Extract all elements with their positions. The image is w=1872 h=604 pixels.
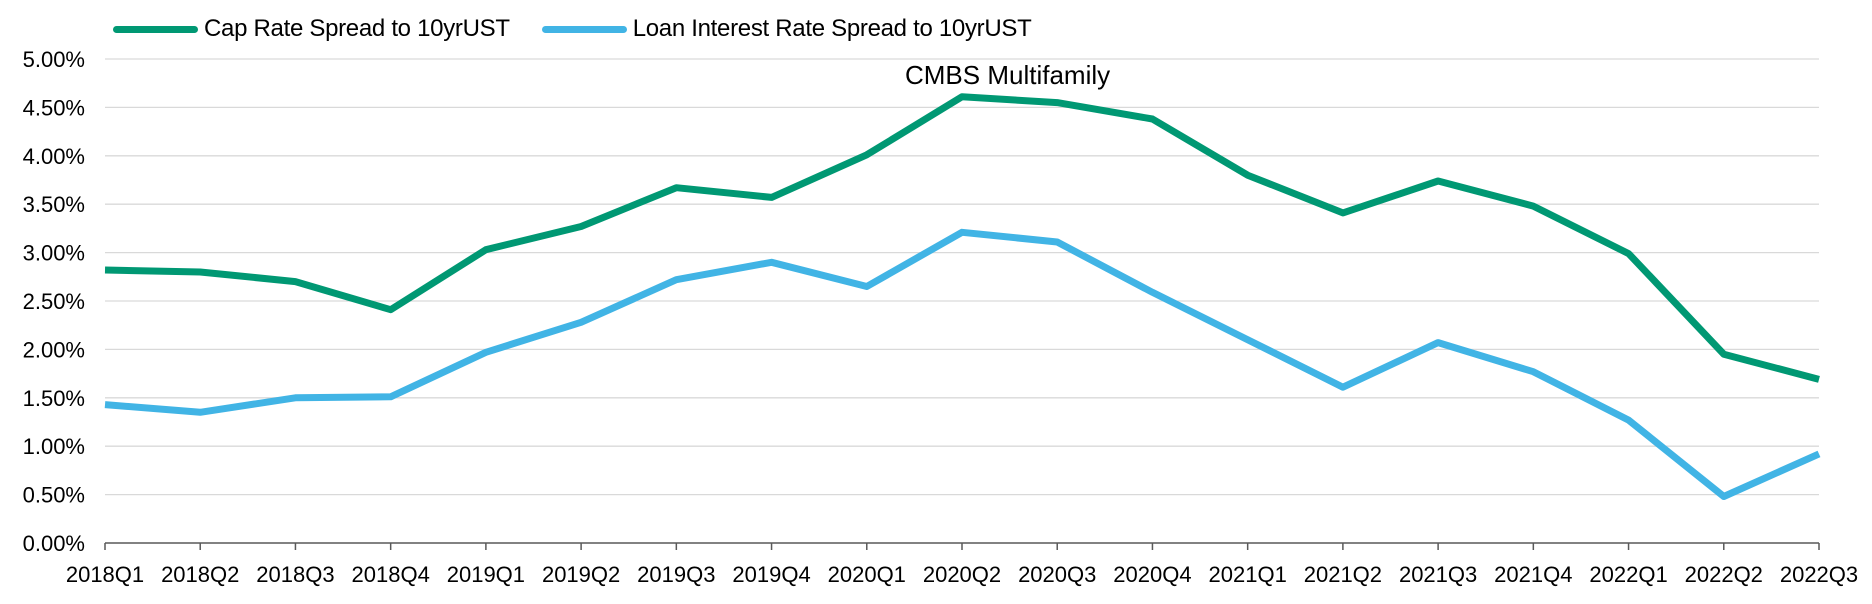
chart-legend: Cap Rate Spread to 10yrUST Loan Interest…: [113, 13, 1063, 45]
y-tick-label: 0.50%: [23, 483, 85, 508]
y-tick-label: 1.50%: [23, 386, 85, 411]
y-tick-label: 4.00%: [23, 144, 85, 169]
series-lines: [104, 93, 1821, 500]
x-tick-label: 2019Q1: [447, 562, 525, 587]
series-line-1: [104, 228, 1821, 500]
y-tick-label: 3.50%: [23, 192, 85, 217]
legend-swatch-loan-rate: [541, 25, 627, 33]
gridlines: [105, 58, 1819, 496]
y-axis: 0.00% 0.50% 1.00% 1.50% 2.00% 2.50% 3.00% 3.50%…: [23, 47, 85, 556]
y-tick-label: 2.50%: [23, 289, 85, 314]
legend-label-loan-rate: Loan Interest Rate Spread to 10yrUST: [632, 15, 1032, 42]
y-tick-label: 2.00%: [23, 337, 85, 362]
series-line-0: [104, 93, 1820, 383]
x-tick-label: 2021Q1: [1209, 562, 1287, 587]
x-tick-label: 2022Q1: [1589, 562, 1667, 587]
x-tick-label: 2020Q1: [828, 562, 906, 587]
y-tick-label: 0.00%: [23, 531, 85, 556]
legend-swatch-cap-rate: [113, 25, 198, 33]
x-tick-label: 2018Q4: [352, 562, 430, 587]
x-tick-label: 2022Q2: [1685, 562, 1763, 587]
x-tick-label: 2019Q3: [637, 562, 715, 587]
x-tick-label: 2021Q3: [1399, 562, 1477, 587]
x-tick-label: 2018Q1: [66, 562, 144, 587]
x-tick-label: 2018Q3: [256, 562, 334, 587]
x-tick-label: 2020Q2: [923, 562, 1001, 587]
x-axis: 2018Q1 2018Q2 2018Q3 2018Q4 2019Q1 2019Q2 2019…: [66, 542, 1858, 587]
x-tick-label: 2022Q3: [1780, 562, 1858, 587]
y-tick-label: 5.00%: [23, 47, 85, 72]
x-tick-label: 2019Q4: [732, 562, 810, 587]
legend-item-cap-rate: Cap Rate Spread to 10yrUST: [113, 15, 510, 43]
legend-item-loan-rate: Loan Interest Rate Spread to 10yrUST: [541, 15, 1032, 43]
y-tick-label: 3.00%: [23, 241, 85, 266]
x-tick-label: 2019Q2: [542, 562, 620, 587]
chart-title: CMBS Multifamily: [905, 60, 1111, 90]
y-tick-label: 1.00%: [23, 434, 85, 459]
legend-label-cap-rate: Cap Rate Spread to 10yrUST: [204, 15, 510, 42]
y-tick-label: 4.50%: [23, 95, 85, 120]
x-tick-label: 2021Q2: [1304, 562, 1382, 587]
x-tick-label: 2020Q4: [1113, 562, 1191, 587]
x-tick-label: 2018Q2: [161, 562, 239, 587]
x-tick-label: 2021Q4: [1494, 562, 1572, 587]
x-tick-label: 2020Q3: [1018, 562, 1096, 587]
